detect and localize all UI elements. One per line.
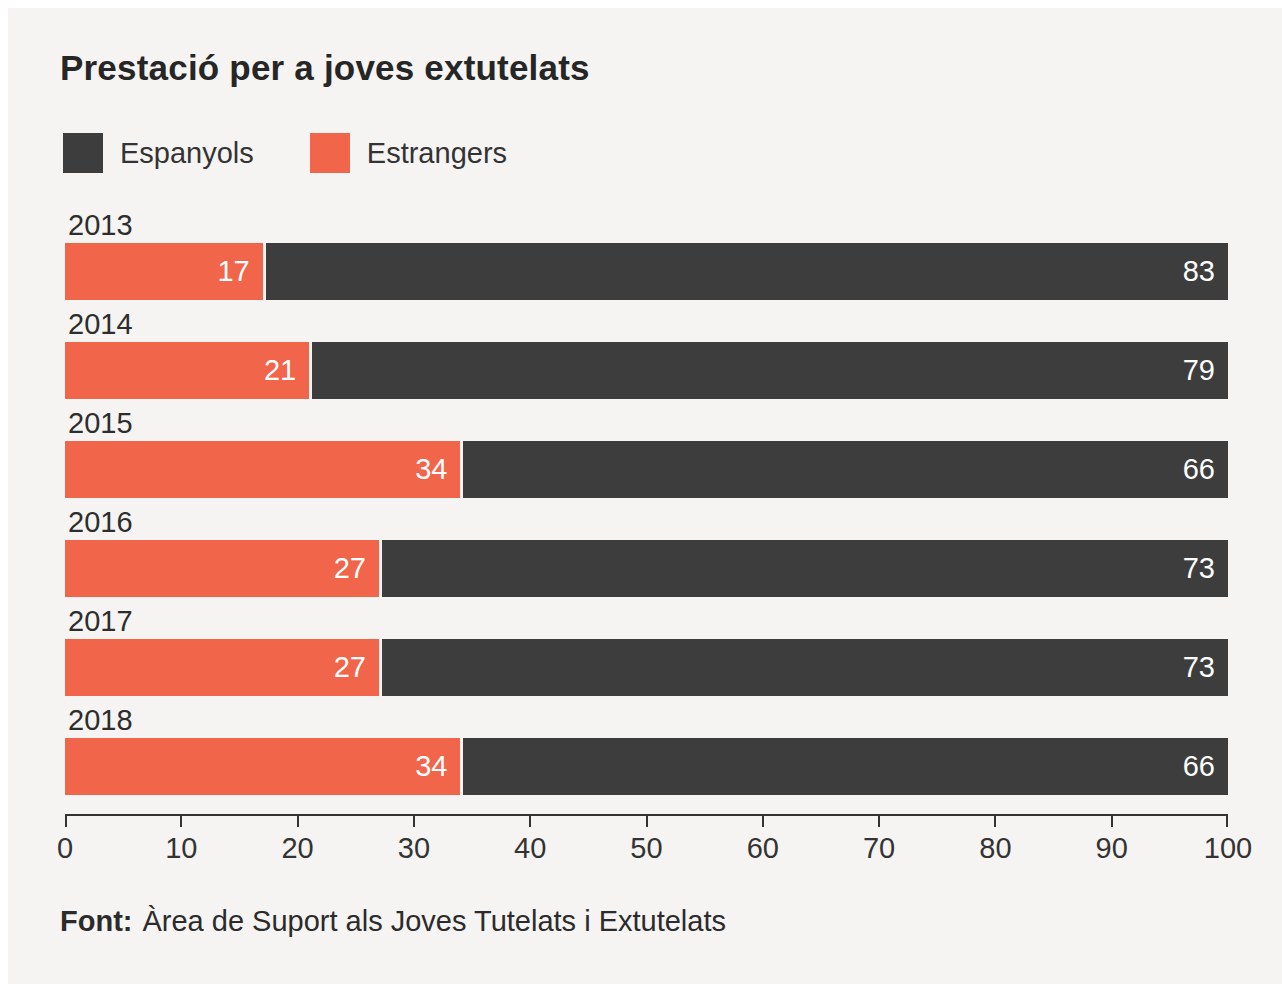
chart-row-2015: 20153466	[65, 407, 1228, 498]
x-axis-tick	[1226, 814, 1228, 827]
bar-segment-estrangers: 27	[65, 639, 379, 696]
x-axis-tick-label: 60	[747, 832, 779, 865]
category-label: 2013	[68, 209, 1228, 241]
x-axis-tick-label: 30	[398, 832, 430, 865]
x-axis-tick	[878, 814, 880, 827]
bar-value-label: 34	[65, 441, 460, 498]
x-axis-tick	[65, 814, 67, 827]
x-axis: 0102030405060708090100	[65, 814, 1228, 878]
bar-value-label: 73	[382, 639, 1228, 696]
source-note: Font: Àrea de Suport als Joves Tutelats i…	[60, 905, 726, 938]
x-axis-tick-label: 80	[979, 832, 1011, 865]
category-label: 2017	[68, 605, 1228, 637]
x-axis-tick-label: 50	[630, 832, 662, 865]
legend-swatch-estrangers	[310, 133, 350, 173]
bar-segment-estrangers: 21	[65, 342, 309, 399]
legend-label: Estrangers	[367, 133, 507, 173]
x-axis-tick-label: 0	[57, 832, 73, 865]
legend-item-espanyols: Espanyols	[63, 133, 254, 173]
x-axis-tick-label: 90	[1096, 832, 1128, 865]
bar-segment-espanyols: 73	[382, 540, 1228, 597]
x-axis-tick	[413, 814, 415, 827]
x-axis-tick	[529, 814, 531, 827]
x-axis-tick-label: 10	[165, 832, 197, 865]
bar-segment-espanyols: 73	[382, 639, 1228, 696]
source-prefix: Font:	[60, 905, 132, 937]
bar-segment-espanyols: 66	[463, 738, 1228, 795]
stacked-bar-2018: 3466	[65, 738, 1228, 795]
bar-rows: 2013178320142179201534662016277320172773…	[65, 209, 1228, 803]
x-axis-tick	[646, 814, 648, 827]
stacked-bar-2014: 2179	[65, 342, 1228, 399]
legend: Espanyols Estrangers	[63, 133, 507, 173]
stacked-bar-2015: 3466	[65, 441, 1228, 498]
chart-row-2017: 20172773	[65, 605, 1228, 696]
bar-value-label: 34	[65, 738, 460, 795]
chart-row-2014: 20142179	[65, 308, 1228, 399]
chart-row-2013: 20131783	[65, 209, 1228, 300]
x-axis-tick-label: 20	[281, 832, 313, 865]
bar-segment-espanyols: 83	[266, 243, 1228, 300]
bar-segment-espanyols: 79	[312, 342, 1228, 399]
bar-segment-estrangers: 17	[65, 243, 263, 300]
bar-value-label: 79	[312, 342, 1228, 399]
bar-segment-estrangers: 27	[65, 540, 379, 597]
chart-row-2016: 20162773	[65, 506, 1228, 597]
source-text: Àrea de Suport als Joves Tutelats i Extu…	[142, 905, 726, 937]
bar-value-label: 66	[463, 441, 1228, 498]
x-axis-tick-label: 70	[863, 832, 895, 865]
legend-label: Espanyols	[120, 133, 254, 173]
x-axis-tick	[180, 814, 182, 827]
chart-card: Prestació per a joves extutelats Espanyo…	[8, 8, 1282, 984]
x-axis-tick	[297, 814, 299, 827]
x-axis-tick	[762, 814, 764, 827]
bar-value-label: 66	[463, 738, 1228, 795]
bar-value-label: 73	[382, 540, 1228, 597]
stacked-bar-2016: 2773	[65, 540, 1228, 597]
category-label: 2015	[68, 407, 1228, 439]
x-axis-tick	[1111, 814, 1113, 827]
bar-segment-estrangers: 34	[65, 738, 460, 795]
chart-title: Prestació per a joves extutelats	[60, 48, 590, 88]
x-axis-tick-label: 40	[514, 832, 546, 865]
x-axis-tick-label: 100	[1204, 832, 1252, 865]
x-axis-tick	[994, 814, 996, 827]
stacked-bar-2017: 2773	[65, 639, 1228, 696]
category-label: 2018	[68, 704, 1228, 736]
bar-value-label: 27	[65, 639, 379, 696]
legend-item-estrangers: Estrangers	[310, 133, 507, 173]
stacked-bar-2013: 1783	[65, 243, 1228, 300]
bar-value-label: 21	[65, 342, 309, 399]
bar-segment-espanyols: 66	[463, 441, 1228, 498]
bar-value-label: 83	[266, 243, 1228, 300]
category-label: 2014	[68, 308, 1228, 340]
legend-swatch-espanyols	[63, 133, 103, 173]
bar-value-label: 17	[65, 243, 263, 300]
bar-segment-estrangers: 34	[65, 441, 460, 498]
category-label: 2016	[68, 506, 1228, 538]
chart-row-2018: 20183466	[65, 704, 1228, 795]
bar-value-label: 27	[65, 540, 379, 597]
